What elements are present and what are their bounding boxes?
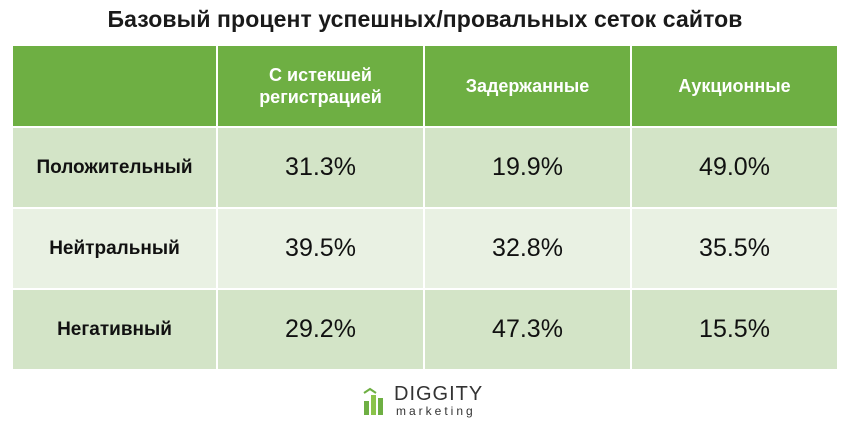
row-label: Положительный <box>13 128 216 207</box>
logo-subtitle: marketing <box>396 404 476 418</box>
table-row: Положительный 31.3% 19.9% 49.0% <box>13 128 837 207</box>
table-cell: 32.8% <box>425 209 630 288</box>
row-label: Негативный <box>13 290 216 369</box>
table-cell: 15.5% <box>632 290 837 369</box>
table-row: Нейтральный 39.5% 32.8% 35.5% <box>13 209 837 288</box>
table-cell: 47.3% <box>425 290 630 369</box>
table-cell: 19.9% <box>425 128 630 207</box>
table-cell: 35.5% <box>632 209 837 288</box>
table-cell: 49.0% <box>632 128 837 207</box>
table-row: Негативный 29.2% 47.3% 15.5% <box>13 290 837 369</box>
header-auction: Аукционные <box>632 46 837 126</box>
table-cell: 29.2% <box>218 290 423 369</box>
data-table: С истекшей регистрацией Задержанные Аукц… <box>11 44 839 371</box>
header-empty <box>13 46 216 126</box>
row-label: Нейтральный <box>13 209 216 288</box>
header-held: Задержанные <box>425 46 630 126</box>
header-row: С истекшей регистрацией Задержанные Аукц… <box>13 46 837 126</box>
table-cell: 31.3% <box>218 128 423 207</box>
logo-brand: DIGGITY <box>394 383 484 405</box>
chart-title: Базовый процент успешных/провальных сето… <box>107 6 743 32</box>
diggity-logo: DIGGITY marketing <box>362 383 492 419</box>
diggity-bars-icon <box>363 387 383 415</box>
header-expired: С истекшей регистрацией <box>218 46 423 126</box>
table-cell: 39.5% <box>218 209 423 288</box>
